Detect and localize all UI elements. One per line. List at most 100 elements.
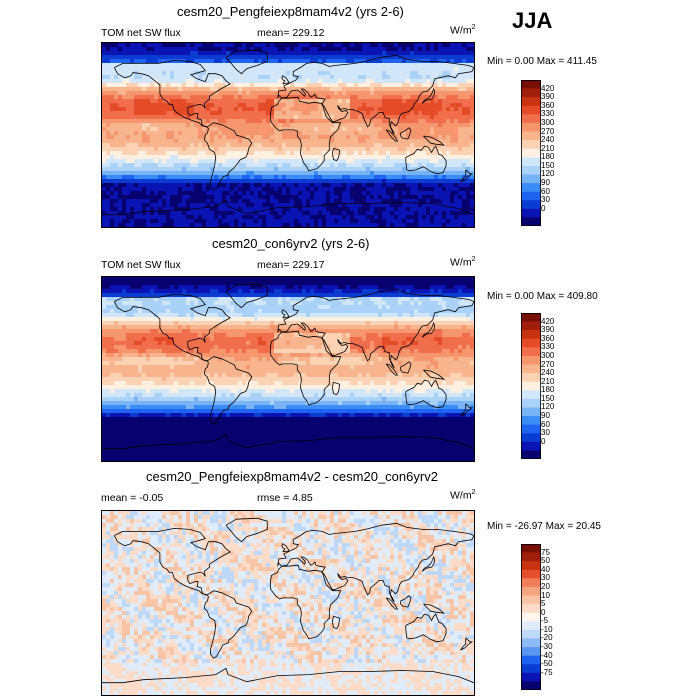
map-cell [338, 91, 343, 96]
map-cell [242, 87, 247, 92]
map-cell [102, 155, 107, 160]
map-cell [326, 107, 331, 112]
map-cell [130, 171, 135, 176]
map-cell [418, 95, 423, 100]
map-cell [262, 79, 267, 84]
map-cell [266, 127, 271, 132]
map-cell [194, 211, 199, 216]
map-cell [334, 179, 339, 184]
map-cell [422, 107, 427, 112]
map-cell [422, 207, 427, 212]
map-cell [102, 111, 107, 116]
map-cell [130, 183, 135, 188]
map-cell [438, 123, 443, 128]
map-cell [106, 159, 111, 164]
map-cell [110, 119, 115, 124]
map-cell [150, 111, 155, 116]
map-cell [362, 135, 367, 140]
map-cell [118, 99, 123, 104]
map-cell [298, 67, 303, 72]
map-cell [142, 135, 147, 140]
map-cell [238, 123, 243, 128]
map-cell [378, 159, 383, 164]
map-cell [122, 183, 127, 188]
map-cell [174, 219, 179, 224]
map-cell [282, 71, 287, 76]
map-cell [310, 277, 315, 282]
map-cell [182, 151, 187, 156]
map-cell [266, 147, 271, 152]
map-cell [182, 289, 187, 294]
map-cell [334, 55, 339, 60]
map-cell [202, 289, 207, 294]
map-cell [290, 297, 295, 302]
map-cell [238, 43, 243, 48]
map-cell [214, 163, 219, 168]
map-cell [386, 151, 391, 156]
map-cell [462, 95, 467, 100]
map-cell [274, 75, 279, 80]
map-cell [178, 183, 183, 188]
map-cell [426, 123, 431, 128]
map-cell [298, 83, 303, 88]
map-cell [370, 83, 375, 88]
map-cell [238, 63, 243, 68]
colorbar-box [521, 88, 541, 98]
map-cell [214, 123, 219, 128]
map-cell [382, 91, 387, 96]
map-cell [406, 115, 411, 120]
map-cell [314, 127, 319, 132]
map-cell [462, 87, 467, 92]
map-cell [186, 139, 191, 144]
map-cell [402, 43, 407, 48]
map-cell [226, 151, 231, 156]
map-cell [114, 111, 119, 116]
map-cell [214, 297, 219, 302]
map-cell [142, 123, 147, 128]
map-cell [354, 75, 359, 80]
map-cell [450, 87, 455, 92]
map-cell [138, 115, 143, 120]
map-cell [342, 289, 347, 294]
map-cell [438, 183, 443, 188]
map-cell [322, 95, 327, 100]
map-cell [202, 175, 207, 180]
map-cell [302, 71, 307, 76]
map-cell [422, 111, 427, 116]
map-cell [338, 211, 343, 216]
map-cell [378, 135, 383, 140]
map-cell [362, 139, 367, 144]
map-cell [362, 147, 367, 152]
map-cell [102, 167, 107, 172]
map-cell [334, 51, 339, 56]
map-cell [330, 47, 335, 52]
map-cell [206, 281, 211, 286]
map-cell [106, 99, 111, 104]
map-cell [150, 215, 155, 220]
map-cell [382, 281, 387, 286]
map-cell [322, 123, 327, 128]
map-cell [250, 127, 255, 132]
map-cell [454, 131, 459, 136]
map-cell [442, 155, 447, 160]
map-cell [354, 143, 359, 148]
map-cell [166, 175, 171, 180]
map-cell [118, 175, 123, 180]
map-cell [414, 293, 419, 298]
map-cell [390, 131, 395, 136]
map-cell [354, 131, 359, 136]
map-cell [266, 111, 271, 116]
map-cell [290, 187, 295, 192]
map-cell [118, 115, 123, 120]
map-cell [266, 301, 271, 306]
map-cell [262, 215, 267, 220]
map-cell [398, 281, 403, 286]
map-cell [126, 293, 131, 298]
map-cell [374, 215, 379, 220]
map-cell [414, 211, 419, 216]
map-cell [158, 171, 163, 176]
map-cell [414, 43, 419, 48]
map-cell [358, 151, 363, 156]
map-cell [354, 155, 359, 160]
map-cell [430, 289, 435, 294]
